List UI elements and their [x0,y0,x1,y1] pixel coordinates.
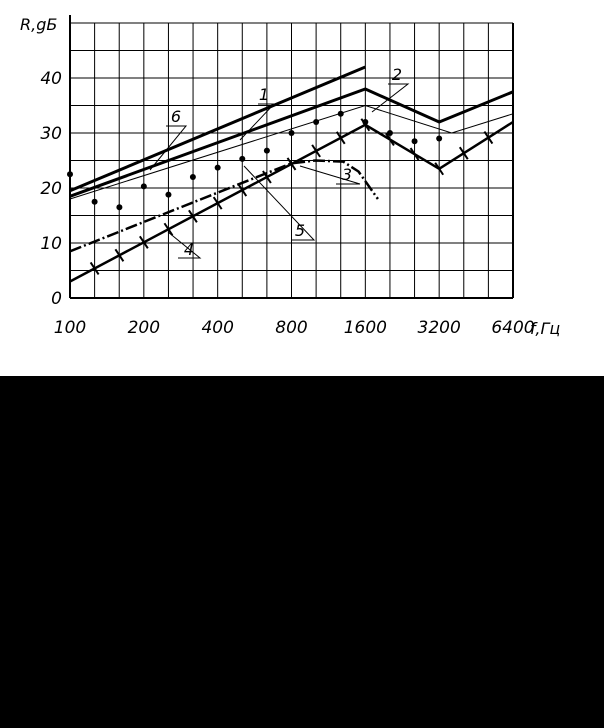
x-tick-label: 1600 [344,318,387,338]
series-5-point [67,171,73,178]
grid [69,22,514,299]
series-1-line [69,65,366,193]
callouts: 1 2 6 3 5 4 [149,65,410,259]
callout-2-leader [371,83,410,113]
y-tick-label: 0 [51,289,62,309]
series-5-point [116,204,123,211]
callout-1-leader [239,103,276,141]
series-5-point [91,198,98,205]
series-4-cross-mark [237,183,248,197]
callout-5-label: 5 [295,221,305,240]
chart: 100 200 400 800 1600 3200 6400 0 10 20 30 40 R,gБ f… [20,15,560,338]
series-2-line [69,87,514,198]
series-4-cross-mark [385,132,395,146]
plot-area: 100 200 400 800 1600 3200 6400 0 10 20 30 40 R,gБ f… [0,0,604,376]
series-6-line [69,104,514,200]
series-5-point [239,155,246,162]
series-5-point [288,130,295,136]
callout-4-leader [167,231,202,259]
callout-3-label: 3 [342,165,352,184]
series-4-cross-mark [188,209,198,223]
series-4-cross-mark [114,248,125,262]
x-tick-label: 6400 [491,318,534,338]
series-4-cross-mark [163,222,174,236]
series-5-point [386,130,393,136]
callout-4-label: 4 [184,240,194,259]
series-5-point [263,147,270,154]
black-background [0,376,604,728]
series-4-cross-mark [483,131,494,145]
tick-layer: 100 200 400 800 1600 3200 6400 0 10 20 30 40 [40,69,534,338]
series-4-cross-mark [262,170,272,184]
x-tick-label: 3200 [418,318,461,338]
series-5-point [140,183,147,190]
series-5-point [436,135,443,142]
series-4-cross-mark [139,235,149,249]
series-4-cross-mark [360,118,371,132]
y-tick-label: 30 [40,124,62,144]
series-layer [67,65,514,283]
series-4-cross-mark [458,146,469,160]
callout-6-leader [149,125,188,171]
series-4-cross-mark [89,261,100,275]
callout-2-label: 2 [392,65,402,84]
x-tick-label: 400 [201,318,233,338]
series-3-line [69,159,379,253]
series-4-cross-mark [286,157,297,171]
series-5-point [189,174,196,180]
callout-6-label: 6 [171,107,181,126]
callout-3-leader [299,165,361,185]
x-tick-label: 800 [275,318,307,338]
series-4-cross-mark [311,144,321,158]
y-tick-label: 10 [40,234,62,254]
series-4-cross-mark [409,147,420,161]
series-4-cross-mark [335,131,346,145]
series-5-point [165,191,172,198]
x-tick-label: 200 [128,318,160,338]
series-4-cross-mark [434,162,444,176]
callout-1-label: 1 [259,85,269,104]
y-tick-label: 20 [40,179,62,199]
callout-5-leader [243,165,316,241]
series-4-cross-mark [212,196,223,210]
y-axis-title: R,gБ [20,15,57,34]
series-5-point [411,138,418,145]
x-axis-title: f,Гц [530,319,560,338]
y-tick-label: 40 [40,69,62,89]
series-5-point [214,164,221,171]
x-tick-label: 100 [54,318,86,338]
